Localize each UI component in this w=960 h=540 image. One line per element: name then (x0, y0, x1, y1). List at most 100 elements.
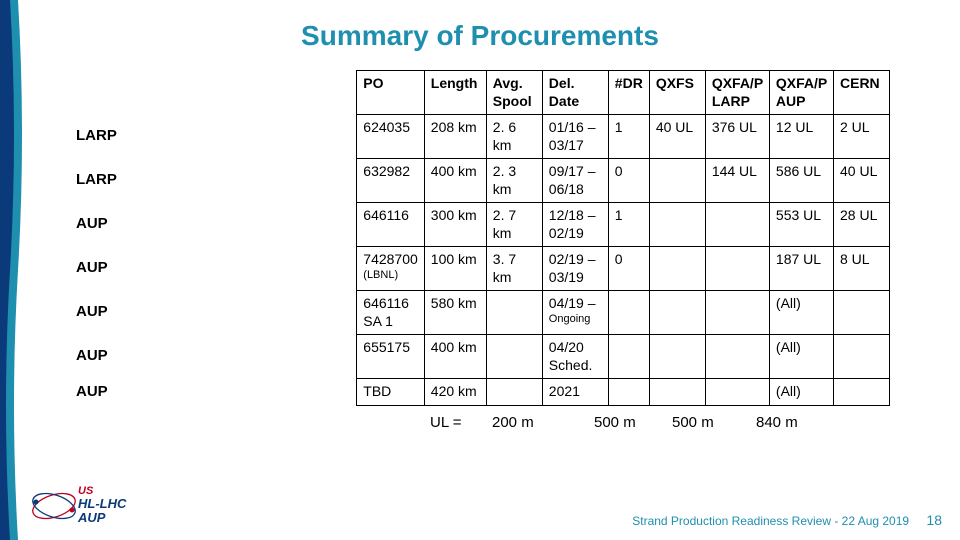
cell-qxfs (649, 335, 705, 379)
cell-qxfs (649, 203, 705, 247)
cell-po: 624035 (357, 115, 425, 159)
cell-avg: 2. 7 km (486, 203, 542, 247)
cell-qxfs (649, 291, 705, 335)
cell-dr (608, 291, 649, 335)
ul-qa: 500 m (672, 414, 756, 431)
row-label: AUP (70, 203, 357, 247)
row-label: AUP (70, 335, 357, 379)
table-row: AUP7428700(LBNL)100 km3. 7 km02/19 – 03/… (70, 247, 890, 291)
cell-ql (705, 291, 769, 335)
cell-cern: 40 UL (834, 159, 890, 203)
col-ql: QXFA/P LARP (705, 71, 769, 115)
ul-label: UL = (430, 414, 492, 431)
cell-cern: 8 UL (834, 247, 890, 291)
cell-len: 580 km (424, 291, 486, 335)
slide-left-decor (0, 0, 30, 540)
cell-qxfs (649, 247, 705, 291)
cell-avg: 2. 6 km (486, 115, 542, 159)
cell-qa: (All) (769, 291, 833, 335)
cell-qa: (All) (769, 335, 833, 379)
table-row: AUP655175400 km 04/20 Sched. (All) (70, 335, 890, 379)
procurement-table: PO Length Avg. Spool Del. Date #DR QXFS … (70, 70, 890, 406)
row-label: AUP (70, 291, 357, 335)
page-title: Summary of Procurements (0, 0, 960, 70)
cell-len: 300 km (424, 203, 486, 247)
blank-corner (70, 71, 357, 115)
col-avg: Avg. Spool (486, 71, 542, 115)
cell-avg (486, 291, 542, 335)
cell-ql (705, 247, 769, 291)
slide-footer: Strand Production Readiness Review - 22 … (632, 512, 942, 528)
row-label: AUP (70, 379, 357, 406)
cell-cern (834, 291, 890, 335)
cell-dr: 0 (608, 159, 649, 203)
cell-del: 01/16 – 03/17 (542, 115, 608, 159)
cell-po: TBD (357, 379, 425, 406)
footer-text: Strand Production Readiness Review - 22 … (632, 514, 909, 528)
cell-len: 208 km (424, 115, 486, 159)
row-label: AUP (70, 247, 357, 291)
ul-qxfs: 200 m (492, 414, 570, 431)
col-po: PO (357, 71, 425, 115)
cell-dr (608, 335, 649, 379)
cell-len: 420 km (424, 379, 486, 406)
procurement-table-wrap: PO Length Avg. Spool Del. Date #DR QXFS … (70, 70, 890, 406)
col-dr: #DR (608, 71, 649, 115)
table-row: AUP646116300 km2. 7 km12/18 – 02/191553 … (70, 203, 890, 247)
cell-qa: (All) (769, 379, 833, 406)
svg-text:AUP: AUP (77, 510, 106, 525)
cell-dr (608, 379, 649, 406)
cell-qa: 553 UL (769, 203, 833, 247)
col-qa: QXFA/P AUP (769, 71, 833, 115)
cell-qa: 187 UL (769, 247, 833, 291)
cell-qxfs (649, 379, 705, 406)
cell-ql (705, 203, 769, 247)
cell-sub: Ongoing (549, 313, 602, 327)
page-number: 18 (926, 512, 942, 528)
cell-del: 02/19 – 03/19 (542, 247, 608, 291)
row-label: LARP (70, 159, 357, 203)
hl-lhc-aup-logo: US HL-LHC AUP (30, 482, 130, 530)
cell-dr: 1 (608, 115, 649, 159)
table-row: AUPTBD420 km 2021 (All) (70, 379, 890, 406)
table-header-row: PO Length Avg. Spool Del. Date #DR QXFS … (70, 71, 890, 115)
row-label: LARP (70, 115, 357, 159)
cell-len: 400 km (424, 335, 486, 379)
table-row: LARP624035208 km2. 6 km01/16 – 03/17140 … (70, 115, 890, 159)
cell-cern: 2 UL (834, 115, 890, 159)
cell-ql: 376 UL (705, 115, 769, 159)
cell-po: 646116 (357, 203, 425, 247)
cell-del: 04/19 –Ongoing (542, 291, 608, 335)
cell-cern (834, 379, 890, 406)
cell-del: 04/20 Sched. (542, 335, 608, 379)
cell-del: 2021 (542, 379, 608, 406)
cell-dr: 0 (608, 247, 649, 291)
cell-po: 632982 (357, 159, 425, 203)
cell-cern: 28 UL (834, 203, 890, 247)
cell-ql (705, 379, 769, 406)
svg-text:HL-LHC: HL-LHC (78, 496, 127, 511)
table-row: LARP632982400 km2. 3 km09/17 – 06/180144… (70, 159, 890, 203)
cell-qa: 586 UL (769, 159, 833, 203)
col-cern: CERN (834, 71, 890, 115)
cell-del: 12/18 – 02/19 (542, 203, 608, 247)
cell-qxfs (649, 159, 705, 203)
cell-ql: 144 UL (705, 159, 769, 203)
cell-qa: 12 UL (769, 115, 833, 159)
cell-avg: 3. 7 km (486, 247, 542, 291)
cell-sub: (LBNL) (363, 269, 418, 283)
cell-avg (486, 379, 542, 406)
cell-po: 646116 SA 1 (357, 291, 425, 335)
cell-avg (486, 335, 542, 379)
ul-ql: 500 m (594, 414, 672, 431)
unit-length-summary: UL = 200 m 500 m 500 m 840 m (0, 414, 960, 431)
cell-ql (705, 335, 769, 379)
ul-cern: 840 m (756, 414, 834, 431)
col-qxfs: QXFS (649, 71, 705, 115)
cell-avg: 2. 3 km (486, 159, 542, 203)
table-row: AUP646116 SA 1580 km 04/19 –Ongoing (All) (70, 291, 890, 335)
cell-po: 655175 (357, 335, 425, 379)
cell-len: 100 km (424, 247, 486, 291)
cell-del: 09/17 – 06/18 (542, 159, 608, 203)
col-len: Length (424, 71, 486, 115)
